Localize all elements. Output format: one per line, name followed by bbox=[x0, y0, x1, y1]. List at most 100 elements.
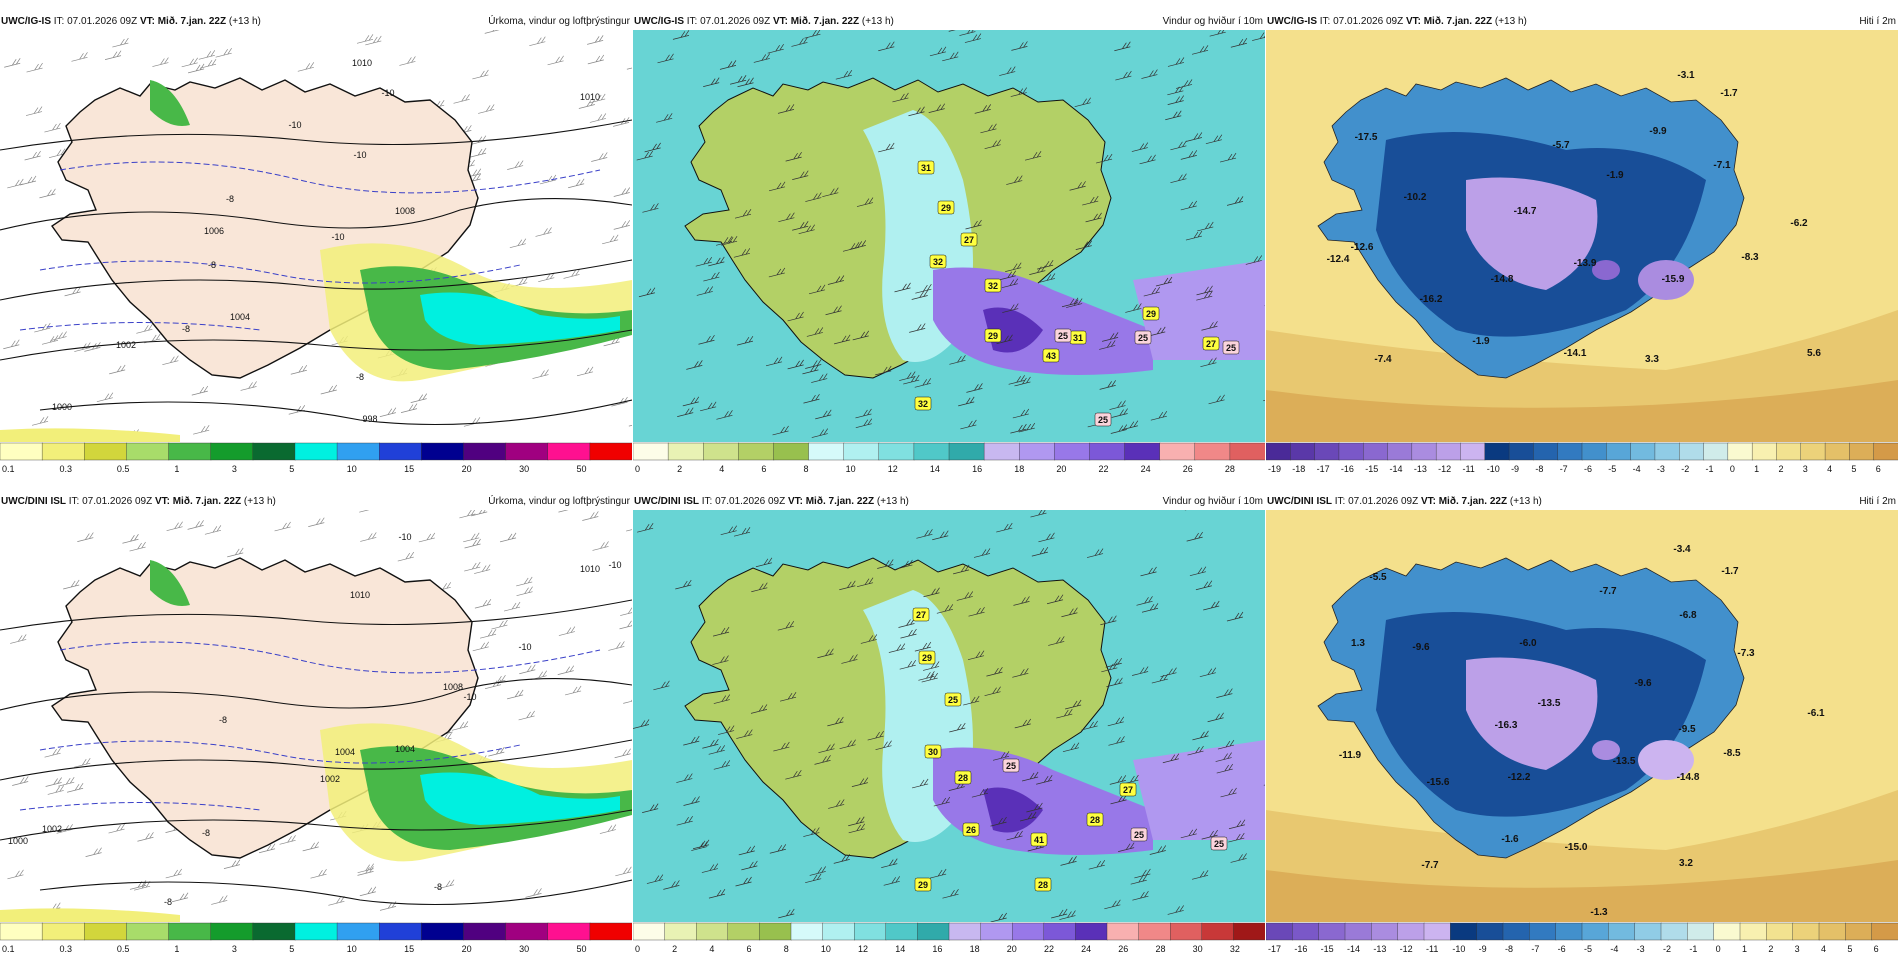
init-time: IT: 07.01.2026 09Z bbox=[1317, 16, 1406, 27]
colorbar-swatch bbox=[1435, 442, 1462, 461]
colorbar-tick: 1 bbox=[1742, 944, 1747, 954]
colorbar-swatch bbox=[421, 922, 465, 941]
contour-label: 1008 bbox=[443, 682, 463, 692]
model-name: UWC/DINI ISL bbox=[634, 496, 699, 507]
colorbar-swatch bbox=[1533, 442, 1559, 461]
colorbar-tick: -3 bbox=[1657, 464, 1665, 474]
valid-time: VT: Mið. 7.jan. 22Z bbox=[1420, 496, 1508, 507]
colorbar-swatch bbox=[1290, 442, 1316, 461]
svg-text:29: 29 bbox=[988, 331, 998, 341]
colorbar-swatch bbox=[210, 922, 254, 941]
temperature-value-label: -5.5 bbox=[1369, 572, 1387, 583]
svg-text:1010: 1010 bbox=[350, 590, 370, 600]
colorbar-swatch bbox=[1012, 922, 1045, 941]
colorbar-tick: 0.1 bbox=[2, 464, 15, 474]
colorbar-swatch bbox=[379, 922, 423, 941]
contour-label: 998 bbox=[362, 414, 377, 424]
colorbar-tick: 0.3 bbox=[59, 944, 72, 954]
svg-text:-14.1: -14.1 bbox=[1564, 348, 1587, 359]
svg-text:43: 43 bbox=[1046, 351, 1056, 361]
colorbar-swatch bbox=[1727, 442, 1753, 461]
gust-value-label: 27 bbox=[1202, 336, 1220, 351]
colorbar-swatch bbox=[1159, 442, 1196, 461]
lead-time: (+13 h) bbox=[859, 16, 894, 27]
contour-label: -10 bbox=[463, 692, 476, 702]
svg-text:29: 29 bbox=[1146, 309, 1156, 319]
svg-text:-13.5: -13.5 bbox=[1613, 756, 1636, 767]
colorbar-tick: 10 bbox=[821, 944, 831, 954]
temperature-value-label: -3.4 bbox=[1673, 544, 1691, 555]
contour-label: -8 bbox=[208, 260, 216, 270]
svg-text:29: 29 bbox=[941, 203, 951, 213]
temperature-value-label: -1.7 bbox=[1721, 566, 1739, 577]
colorbar-swatch bbox=[1845, 922, 1873, 941]
contour-label: -10 bbox=[331, 232, 344, 242]
colorbar-tick: 0.5 bbox=[117, 464, 130, 474]
svg-text:-9.5: -9.5 bbox=[1678, 724, 1696, 735]
colorbar-tick: 16 bbox=[972, 464, 982, 474]
temperature-value-label: 3.2 bbox=[1679, 858, 1693, 869]
colorbar-swatch bbox=[1581, 922, 1610, 941]
svg-text:-13.5: -13.5 bbox=[1538, 698, 1561, 709]
svg-text:25: 25 bbox=[948, 695, 958, 705]
svg-text:-14.8: -14.8 bbox=[1491, 274, 1514, 285]
colorbar-swatch bbox=[1423, 922, 1452, 941]
colorbar-tick: 10 bbox=[347, 464, 357, 474]
colorbar-tick: -7 bbox=[1560, 464, 1568, 474]
colorbar-swatch bbox=[294, 442, 338, 461]
svg-text:30: 30 bbox=[928, 747, 938, 757]
svg-text:1010: 1010 bbox=[352, 58, 372, 68]
colorbar-swatch bbox=[1608, 922, 1636, 941]
panel-title: Hiti í 2m bbox=[1859, 16, 1896, 27]
colorbar-tick: 10 bbox=[846, 464, 856, 474]
colorbar: -19 -18 -17 -16 -15 -14 -13 -12 -11 -10 -9 -8 -7 -6 -5… bbox=[1266, 442, 1898, 477]
colorbar-tick: 14 bbox=[895, 944, 905, 954]
colorbar-swatch bbox=[983, 442, 1020, 461]
colorbar-swatch bbox=[1818, 922, 1847, 941]
colorbar-tick: 0 bbox=[1730, 464, 1735, 474]
colorbar-tick: 20 bbox=[1007, 944, 1017, 954]
colorbar: 0 2 4 6 8 10 12 14 16 18 20 22 24 26 28 bbox=[633, 442, 1265, 477]
contour-label: 1000 bbox=[8, 836, 28, 846]
panel-title: Vindur og hviður í 10m bbox=[1162, 16, 1263, 27]
temperature-value-label: -12.2 bbox=[1508, 772, 1531, 783]
svg-text:1008: 1008 bbox=[395, 206, 415, 216]
colorbar-swatch bbox=[547, 442, 591, 461]
colorbar-tick: 15 bbox=[404, 944, 414, 954]
colorbar-swatch bbox=[980, 922, 1013, 941]
contour-label: 1002 bbox=[116, 340, 136, 350]
svg-text:1002: 1002 bbox=[320, 774, 340, 784]
svg-text:-7.1: -7.1 bbox=[1713, 160, 1731, 171]
temperature-value-label: -9.6 bbox=[1412, 642, 1430, 653]
colorbar-swatch bbox=[1581, 442, 1608, 461]
colorbar-swatch bbox=[1019, 442, 1056, 461]
gust-value-label: 31 bbox=[1069, 330, 1087, 345]
contour-label: -8 bbox=[434, 882, 442, 892]
colorbar-swatch bbox=[738, 442, 775, 461]
init-time: IT: 07.01.2026 09Z bbox=[684, 16, 773, 27]
colorbar-tick: 22 bbox=[1044, 944, 1054, 954]
colorbar-tick: 26 bbox=[1183, 464, 1193, 474]
colorbar-tick: -10 bbox=[1452, 944, 1465, 954]
temperature-value-label: -7.1 bbox=[1713, 160, 1731, 171]
colorbar-tick: 16 bbox=[932, 944, 942, 954]
colorbar-tick: 0.1 bbox=[2, 944, 15, 954]
temperature-value-label: -1.3 bbox=[1590, 907, 1608, 918]
svg-text:32: 32 bbox=[988, 281, 998, 291]
colorbar-swatch bbox=[1630, 442, 1656, 461]
colorbar-swatch bbox=[505, 442, 549, 461]
colorbar-swatch bbox=[1634, 922, 1662, 941]
svg-text:-16.2: -16.2 bbox=[1420, 294, 1443, 305]
colorbar-swatch bbox=[294, 922, 338, 941]
colorbar-swatch bbox=[1318, 922, 1346, 941]
colorbar-tick: 4 bbox=[719, 464, 724, 474]
temperature-value-label: -16.2 bbox=[1420, 294, 1443, 305]
contour-label: 1004 bbox=[230, 312, 250, 322]
colorbar-swatch bbox=[759, 922, 792, 941]
colorbar-tick: -12 bbox=[1438, 464, 1451, 474]
temperature-value-label: -12.6 bbox=[1351, 242, 1374, 253]
svg-text:1006: 1006 bbox=[204, 226, 224, 236]
contour-label: 1010 bbox=[580, 92, 600, 102]
colorbar-tick: -10 bbox=[1487, 464, 1500, 474]
colorbar-tick: 28 bbox=[1155, 944, 1165, 954]
